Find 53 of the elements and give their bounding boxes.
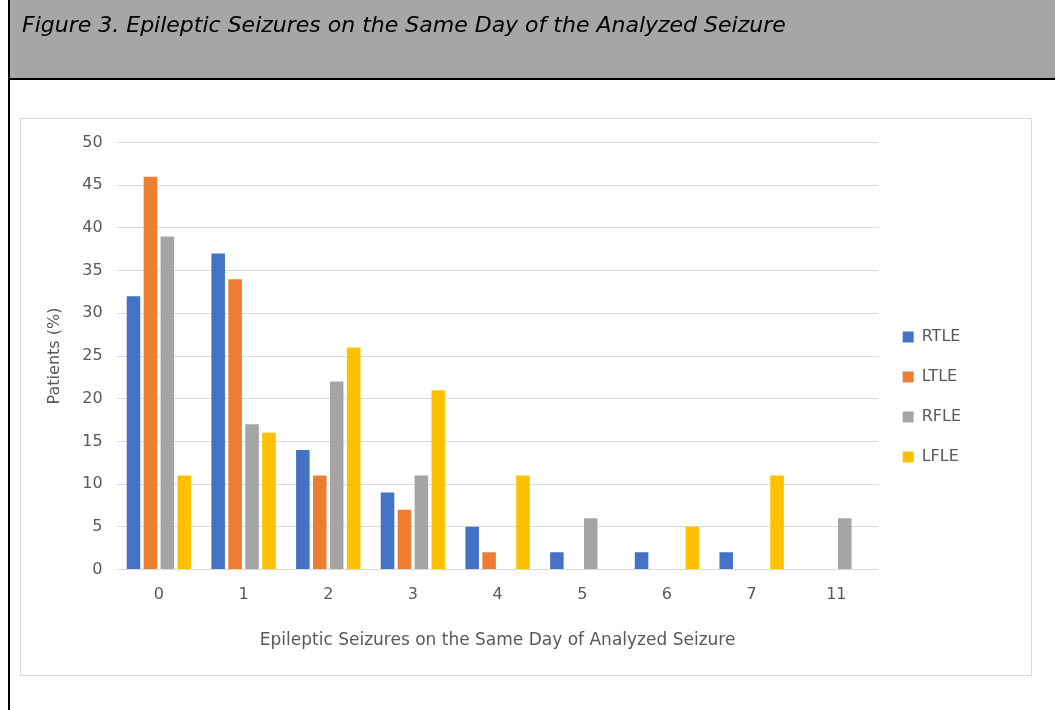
bar (770, 475, 784, 569)
bar (262, 432, 276, 569)
x-tick-label: 4 (492, 584, 503, 604)
y-tick-label: 20 (82, 387, 103, 407)
bar (719, 552, 734, 569)
x-tick-label: 11 (826, 584, 847, 604)
x-tick-label: 1 (238, 584, 249, 604)
bar (143, 176, 158, 569)
bar (380, 492, 395, 569)
bar (431, 390, 446, 569)
bar (550, 552, 564, 569)
bar (516, 475, 530, 569)
y-tick-label: 30 (82, 302, 103, 322)
bar (296, 449, 310, 569)
legend-label: LTLE (921, 366, 958, 386)
y-tick-label: 40 (82, 217, 103, 237)
bar (482, 552, 496, 569)
bar (346, 347, 361, 569)
y-tick-label: 50 (82, 131, 103, 151)
bar (228, 279, 242, 569)
y-tick-label: 45 (82, 174, 103, 194)
x-tick-label: 3 (407, 584, 419, 604)
bar (211, 253, 225, 569)
y-axis-title: Patients (%) (43, 307, 63, 405)
bar (685, 526, 700, 569)
bar (634, 552, 649, 569)
bar (313, 475, 327, 569)
y-tick-label: 25 (82, 345, 103, 365)
bar (245, 424, 259, 569)
bar (160, 236, 175, 569)
bar (583, 518, 598, 569)
bar (126, 296, 141, 569)
x-tick-label: 7 (746, 584, 757, 604)
y-tick-label: 15 (82, 430, 103, 450)
x-tick-label: 6 (661, 584, 673, 604)
legend-label: LFLE (921, 446, 959, 466)
bar (414, 475, 429, 569)
y-tick-label: 0 (92, 558, 103, 578)
bar (397, 509, 412, 569)
bar (838, 518, 852, 569)
bar (329, 381, 344, 569)
x-tick-label: 2 (323, 584, 334, 604)
legend-label: RTLE (921, 326, 961, 346)
y-tick-label: 35 (82, 259, 103, 279)
legend-label: RFLE (921, 406, 961, 426)
bar (177, 475, 192, 569)
y-tick-label: 5 (92, 515, 103, 535)
y-tick-label: 10 (82, 473, 103, 493)
x-tick-label: 0 (153, 584, 164, 604)
chart-title: Figure 3. Epileptic Seizures on the Same Day of the Analyzed Seizure (22, 12, 786, 37)
x-axis-title: Epileptic Seizures on the Same Day of Analyzed Seizure (259, 629, 736, 650)
bar (465, 526, 479, 569)
x-tick-label: 5 (577, 584, 588, 604)
